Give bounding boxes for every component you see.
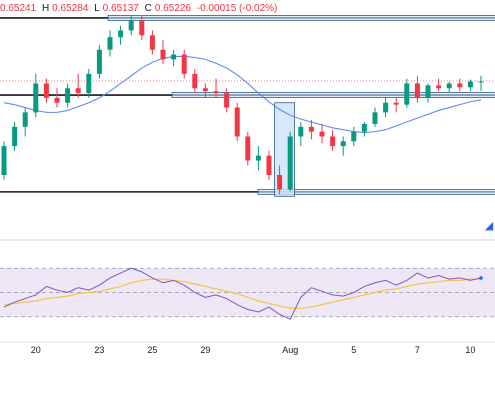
rsi-line: [3, 267, 482, 320]
x-tick-label: 23: [94, 345, 104, 355]
candle-body: [404, 83, 410, 105]
level-zone-2: [257, 188, 495, 195]
candle-body: [171, 54, 177, 60]
x-axis: 20 23 25 29 Aug 5 7 10: [0, 341, 495, 355]
x-tick-label: Aug: [282, 345, 298, 355]
candle-body: [12, 126, 18, 147]
candle-body: [393, 102, 399, 105]
candle-body: [287, 136, 293, 190]
candle-body: [383, 102, 389, 113]
candle-body: [298, 126, 304, 137]
candle-body: [234, 107, 240, 137]
candle-body: [33, 83, 39, 113]
candle-body: [446, 83, 452, 89]
candle-body: [361, 123, 367, 132]
candle-body: [75, 88, 81, 94]
x-tick-label: 29: [200, 345, 210, 355]
candle-body: [319, 131, 325, 137]
candle-body: [107, 37, 113, 50]
level-zone-1: [171, 92, 495, 98]
candle-body: [160, 49, 166, 60]
candle-body: [192, 73, 198, 89]
high-label: H: [41, 3, 50, 14]
x-tick-label: 25: [147, 345, 157, 355]
candle-body: [414, 83, 420, 98]
price-pane: [0, 15, 495, 197]
rsi-pane: [0, 239, 495, 320]
rsi-last-dot: [479, 276, 483, 280]
change-value: -0.00015 (-0.02%): [196, 3, 278, 14]
high-value: 0.65284: [52, 3, 89, 14]
candle-body: [266, 155, 272, 175]
close-label: C: [144, 3, 152, 14]
candle-body: [128, 20, 134, 31]
candle-body: [308, 126, 314, 132]
close-value: 0.65226: [154, 3, 191, 14]
open-value: 0.65241: [0, 3, 37, 14]
candle-body: [425, 85, 431, 98]
candle-body: [478, 81, 484, 83]
candle-body: [340, 141, 346, 147]
candle-body: [467, 81, 473, 88]
level-zone-0: [107, 15, 495, 21]
candle-body: [351, 131, 357, 142]
candle-body: [436, 85, 442, 89]
candle-body: [139, 20, 145, 36]
x-tick-label: 20: [31, 345, 41, 355]
triangle-ruler-icon[interactable]: ◢: [484, 220, 494, 232]
x-tick-label: 10: [465, 345, 475, 355]
rsi-ma-line: [3, 278, 481, 309]
candle-body: [22, 112, 28, 127]
x-tick-label: 5: [351, 345, 356, 355]
low-value: 0.65137: [102, 3, 139, 14]
candle-body: [213, 91, 219, 94]
candle-body: [202, 88, 208, 92]
candle-body: [255, 155, 261, 161]
candle-body: [86, 73, 92, 94]
candle-body: [330, 136, 336, 147]
candle-body: [1, 146, 7, 175]
ohlc-readout: 0.65241 H 0.65284 L 0.65137 C 0.65226 -0.00…: [0, 3, 280, 14]
candle-body: [224, 93, 230, 108]
candle-body: [65, 88, 71, 103]
candle-body: [245, 136, 251, 161]
candle-body: [181, 54, 187, 74]
candle-body: [43, 83, 49, 98]
candle-body: [54, 97, 60, 103]
candle-body: [149, 35, 155, 50]
candle-body: [457, 83, 463, 88]
candle-body: [118, 30, 124, 38]
moving-average-line: [3, 55, 482, 134]
candle-body: [372, 112, 378, 124]
candle-body: [96, 49, 102, 74]
low-label: L: [94, 3, 100, 14]
candle-body: [277, 175, 283, 190]
x-tick-label: 7: [415, 345, 420, 355]
